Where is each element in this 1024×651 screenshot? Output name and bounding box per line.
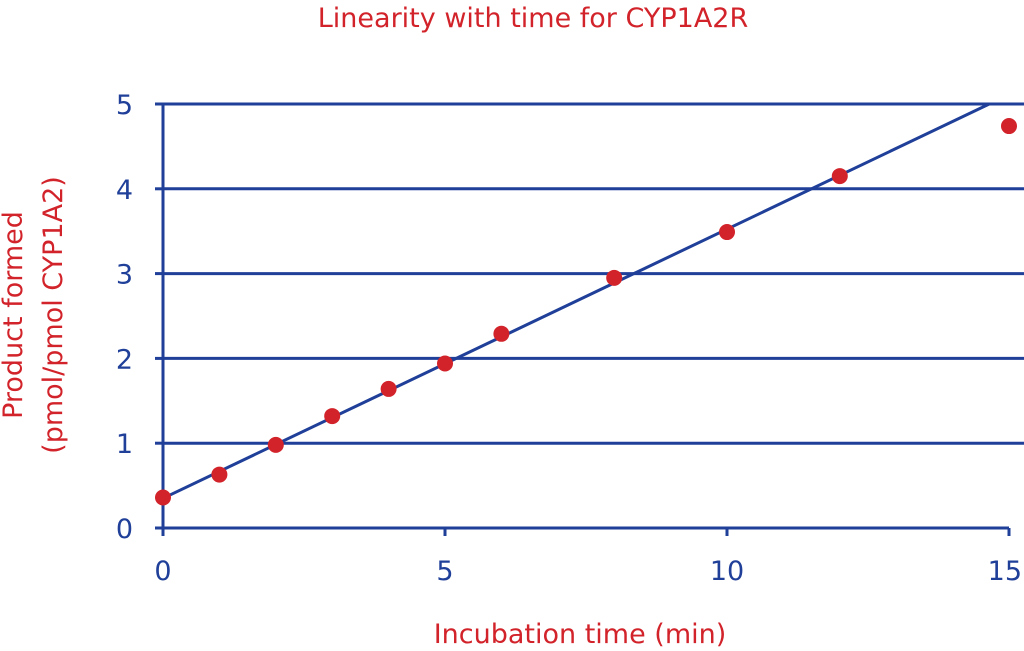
data-point-0	[155, 489, 171, 506]
grid-lines	[163, 102, 1024, 445]
x-tick-label-15: 15	[988, 556, 1022, 587]
y-tick-label-1: 1	[116, 429, 133, 460]
x-tick-label-0: 0	[154, 556, 171, 587]
x-tick-label-5: 5	[436, 556, 453, 587]
y-axis-label-line2: (pmol/pmol CYP1A2)	[38, 176, 69, 454]
fit-line	[162, 102, 990, 500]
data-point-4	[380, 380, 397, 397]
data-point-5	[437, 355, 453, 372]
y-tick-label-2: 2	[116, 344, 133, 375]
axes	[155, 102, 1011, 536]
data-point-10	[1001, 118, 1017, 135]
data-point-2	[267, 436, 284, 453]
x-axis-label: Incubation time (min)	[434, 619, 727, 650]
data-point-6	[493, 325, 510, 342]
tick-labels: 0 1 2 3 4 5 0 5 10 15	[116, 90, 1022, 587]
y-tick-label-3: 3	[116, 260, 133, 291]
data-point-7	[606, 269, 623, 286]
y-axis-label-line1: Product formed	[0, 211, 29, 419]
data-points	[155, 118, 1017, 506]
x-tick-label-10: 10	[710, 556, 744, 587]
data-point-8	[719, 224, 735, 241]
y-tick-label-5: 5	[116, 90, 133, 121]
data-point-3	[324, 408, 341, 425]
chart-title: Linearity with time for CYP1A2R	[318, 3, 748, 34]
data-point-9	[831, 168, 848, 185]
data-point-1	[211, 466, 228, 483]
fit-line-group	[162, 102, 990, 500]
y-tick-label-4: 4	[116, 175, 133, 206]
y-tick-label-0: 0	[116, 514, 133, 545]
